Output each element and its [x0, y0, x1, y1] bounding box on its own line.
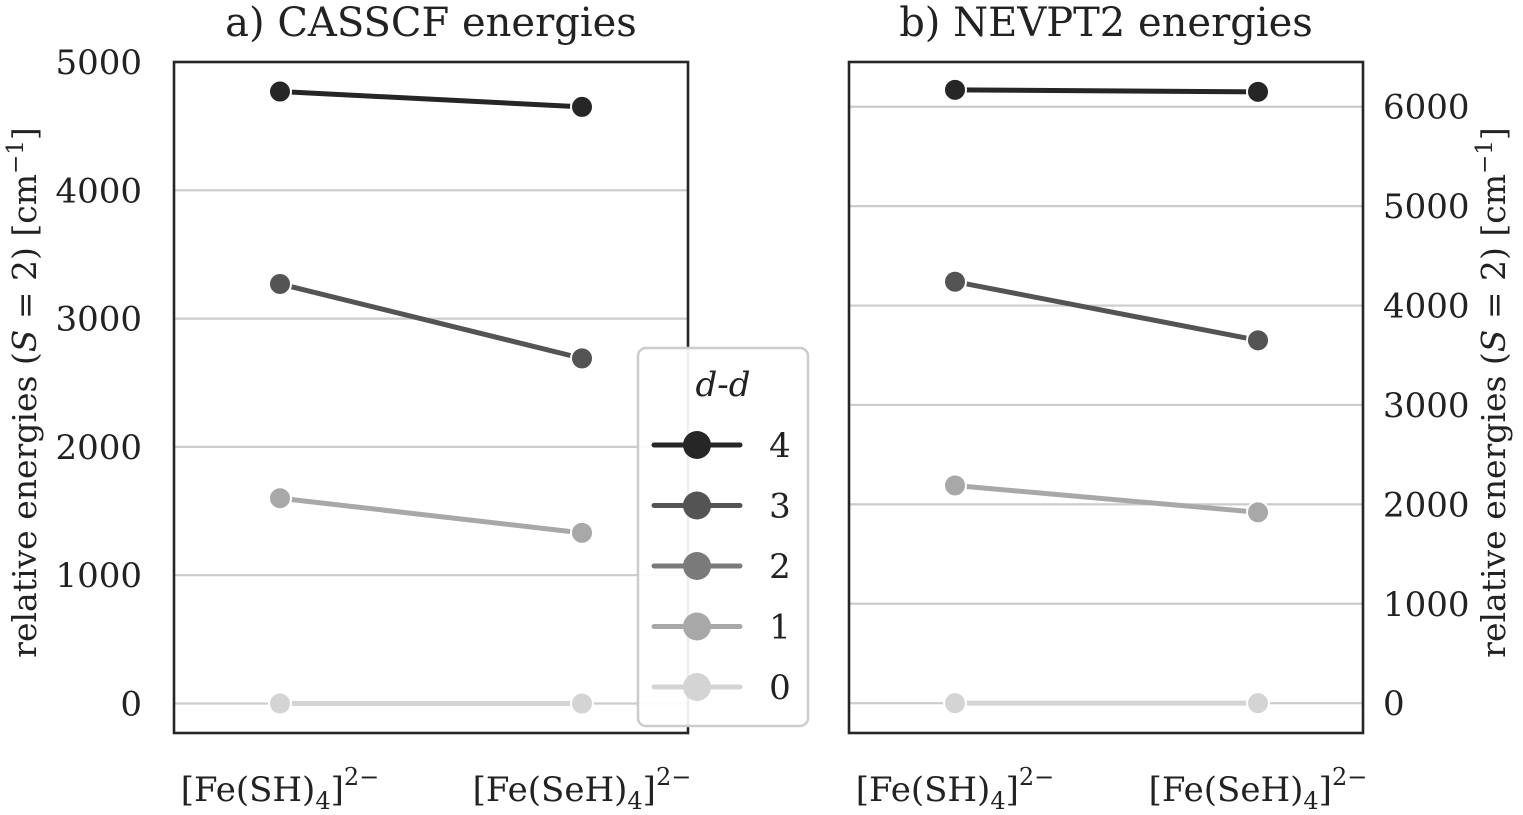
y-tick-label: 5000 — [55, 43, 142, 83]
series-line-4 — [277, 89, 585, 110]
legend-label: 4 — [769, 426, 791, 466]
legend-label: 3 — [769, 487, 791, 527]
x-tick-label: [Fe(SH)4]2− — [856, 763, 1055, 810]
legend-entry-4: 4 — [651, 426, 791, 466]
data-point-4 — [268, 79, 292, 104]
data-point-3 — [1246, 328, 1270, 353]
series-line-3 — [952, 279, 1261, 343]
data-point-0 — [943, 691, 967, 716]
series-line-1 — [952, 482, 1261, 515]
legend-title: d-d — [695, 365, 750, 405]
y-tick-label: 2000 — [55, 428, 142, 468]
legend-label: 2 — [769, 547, 791, 587]
y-axis-label: relative energies (S = 2) [cm−1] — [1472, 127, 1513, 658]
legend-entry-1: 1 — [651, 608, 791, 648]
legend-marker — [683, 612, 711, 641]
y-axis-label: relative energies (S = 2) [cm−1] — [3, 127, 44, 658]
data-point-3 — [268, 271, 292, 296]
series-line-1 — [277, 495, 585, 536]
x-tick-label: [Fe(SeH)4]2− — [473, 763, 692, 810]
y-tick-label: 4000 — [55, 171, 142, 211]
x-tick-label: [Fe(SeH)4]2− — [1149, 763, 1368, 810]
panel-title: a) CASSCF energies — [225, 0, 637, 46]
panels: 0 1000 2000 3000 4000 5000 a) CASSCF energies [… — [3, 0, 1513, 815]
legend-marker — [683, 673, 711, 701]
y-tick-label: 6000 — [1383, 88, 1470, 128]
y-tick-label: 1000 — [55, 556, 142, 596]
legend: d-d 4 3 2 1 0 — [636, 346, 810, 728]
y-tick-label: 3000 — [1383, 386, 1470, 426]
data-point-4 — [570, 94, 594, 119]
data-point-4 — [943, 77, 967, 102]
y-tick-label: 1000 — [1383, 585, 1470, 625]
data-point-1 — [1246, 500, 1270, 525]
y-tick-label: 0 — [120, 684, 142, 724]
data-point-0 — [268, 691, 292, 716]
panel-b: 0 1000 2000 3000 4000 5000 6000 b) NEVPT2 energ… — [847, 0, 1513, 815]
legend-entry-0: 0 — [651, 668, 791, 708]
data-point-1 — [268, 486, 292, 511]
legend-marker — [683, 491, 711, 520]
y-tick-label: 5000 — [1383, 187, 1470, 227]
legend-entry-2: 2 — [651, 547, 791, 587]
y-tick-label: 2000 — [1383, 485, 1470, 525]
legend-label: 0 — [769, 668, 791, 708]
data-point-1 — [570, 520, 594, 545]
y-tick-label: 0 — [1383, 684, 1405, 724]
data-point-3 — [570, 346, 594, 371]
data-point-1 — [943, 473, 967, 498]
panel-title: b) NEVPT2 energies — [899, 0, 1313, 46]
data-point-4 — [1246, 79, 1270, 104]
data-point-0 — [1246, 691, 1270, 716]
x-tick-label: [Fe(SH)4]2− — [181, 763, 380, 810]
series-line-3 — [277, 281, 585, 361]
panel-a: 0 1000 2000 3000 4000 5000 a) CASSCF energies [… — [3, 0, 692, 815]
series-line-4 — [952, 87, 1261, 95]
legend-entry-3: 3 — [651, 487, 791, 527]
plot-frame — [847, 60, 1365, 735]
data-point-0 — [570, 691, 594, 716]
y-tick-label: 3000 — [55, 300, 142, 340]
data-point-3 — [943, 269, 967, 294]
legend-marker — [683, 552, 711, 580]
y-tick-label: 4000 — [1383, 287, 1470, 327]
plot-frame — [172, 60, 690, 735]
legend-marker — [683, 431, 711, 459]
legend-label: 1 — [769, 608, 791, 648]
